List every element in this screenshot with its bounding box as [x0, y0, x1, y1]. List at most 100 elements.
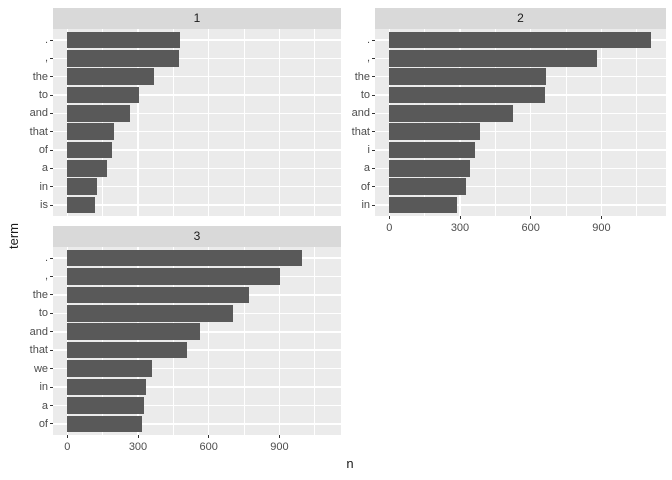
y-tick-mark	[372, 112, 375, 114]
y-tick-mark	[50, 312, 53, 314]
bar	[67, 249, 302, 267]
gridline-major-y	[53, 185, 341, 188]
y-tick-label: in	[39, 381, 48, 394]
y-tick-mark	[50, 275, 53, 277]
bar	[389, 68, 546, 85]
gridline-major-x	[388, 29, 391, 216]
y-tick-mark	[372, 94, 375, 96]
gridline-minor-x	[494, 29, 496, 216]
gridline-major-x	[137, 247, 139, 435]
gridline-major-y	[53, 167, 341, 170]
y-tick-mark	[50, 186, 53, 188]
bar	[389, 160, 470, 177]
bar	[67, 123, 114, 140]
gridline-major-y	[53, 404, 341, 407]
gridline-major-y	[53, 39, 341, 41]
y-tick-mark	[50, 167, 53, 169]
y-tick-mark	[50, 294, 53, 296]
gridline-major-y	[375, 204, 666, 206]
gridline-major-y	[53, 75, 341, 78]
x-tick-label: 300	[128, 441, 148, 453]
y-tick-mark	[50, 204, 53, 206]
y-tick-mark	[372, 57, 375, 59]
y-tick-mark	[50, 131, 53, 133]
gridline-major-x	[207, 247, 210, 435]
x-tick-mark	[278, 435, 280, 438]
bar	[389, 196, 458, 214]
bar	[389, 105, 514, 122]
y-tick-mark	[50, 257, 53, 259]
y-tick-label: to	[360, 89, 370, 101]
gridline-major-y	[375, 185, 666, 188]
y-tick-label: of	[38, 144, 48, 156]
bar	[389, 123, 480, 140]
y-tick-label: of	[38, 417, 48, 430]
gridline-major-y	[53, 349, 341, 351]
gridline-major-x	[459, 29, 461, 216]
y-tick-label: of	[360, 180, 370, 193]
facet-strip: 3	[53, 226, 341, 247]
gridline-minor-x	[565, 29, 567, 216]
gridline-major-y	[53, 204, 341, 206]
bar	[389, 31, 651, 49]
x-tick-mark	[208, 435, 210, 438]
bar	[67, 415, 143, 433]
gridline-major-x	[278, 247, 281, 435]
y-tick-mark	[50, 57, 53, 59]
y-tick-label: ,	[44, 52, 48, 65]
facet-strip-label: 2	[517, 11, 524, 25]
bar	[67, 105, 130, 122]
x-tick-mark	[530, 216, 532, 219]
facet-panel	[375, 29, 666, 216]
gridline-major-y	[375, 167, 666, 170]
gridline-major-y	[53, 94, 341, 96]
gridline-minor-x	[102, 247, 104, 435]
gridline-major-x	[600, 29, 603, 216]
x-tick-mark	[137, 435, 139, 438]
x-tick-label: 0	[386, 222, 393, 234]
y-tick-label: and	[29, 107, 48, 120]
y-tick-mark	[50, 405, 53, 406]
gridline-major-x	[529, 29, 532, 216]
y-tick-label: i	[367, 144, 370, 156]
gridline-major-y	[375, 130, 666, 133]
x-tick-label: 0	[64, 441, 71, 453]
y-tick-mark	[50, 39, 53, 41]
gridline-major-x	[66, 29, 69, 216]
bar	[67, 31, 181, 49]
facet-strip-label: 1	[193, 11, 201, 25]
gridline-minor-x	[314, 247, 316, 435]
gridline-major-y	[53, 367, 341, 370]
y-tick-mark	[372, 149, 375, 151]
gridline-minor-x	[243, 247, 245, 435]
gridline-major-y	[375, 149, 666, 151]
bar	[389, 178, 466, 195]
y-tick-label: is	[40, 199, 48, 211]
x-tick-mark	[600, 216, 602, 219]
y-tick-label: to	[38, 307, 48, 320]
gridline-major-y	[53, 112, 341, 115]
y-tick-mark	[372, 131, 375, 133]
y-tick-label: .	[44, 252, 48, 265]
y-tick-mark	[50, 331, 53, 333]
x-tick-label: 900	[592, 222, 611, 234]
bar	[389, 141, 476, 159]
y-tick-label: .	[44, 34, 48, 46]
facet-panel	[53, 247, 341, 435]
bar	[67, 268, 280, 285]
y-tick-mark	[372, 76, 375, 78]
x-axis-title: n	[346, 456, 354, 471]
y-tick-label: that	[29, 125, 48, 138]
gridline-major-y	[53, 423, 341, 425]
y-tick-label: a	[363, 162, 370, 175]
bar	[67, 341, 188, 359]
gridline-minor-x	[172, 29, 174, 216]
y-tick-label: to	[38, 89, 48, 101]
facet-strip: 1	[53, 8, 341, 29]
y-tick-mark	[50, 76, 53, 78]
bar	[67, 286, 249, 304]
y-tick-mark	[50, 349, 53, 351]
x-tick-label: 600	[199, 441, 218, 453]
y-tick-mark	[372, 39, 375, 41]
gridline-major-x	[278, 29, 281, 216]
